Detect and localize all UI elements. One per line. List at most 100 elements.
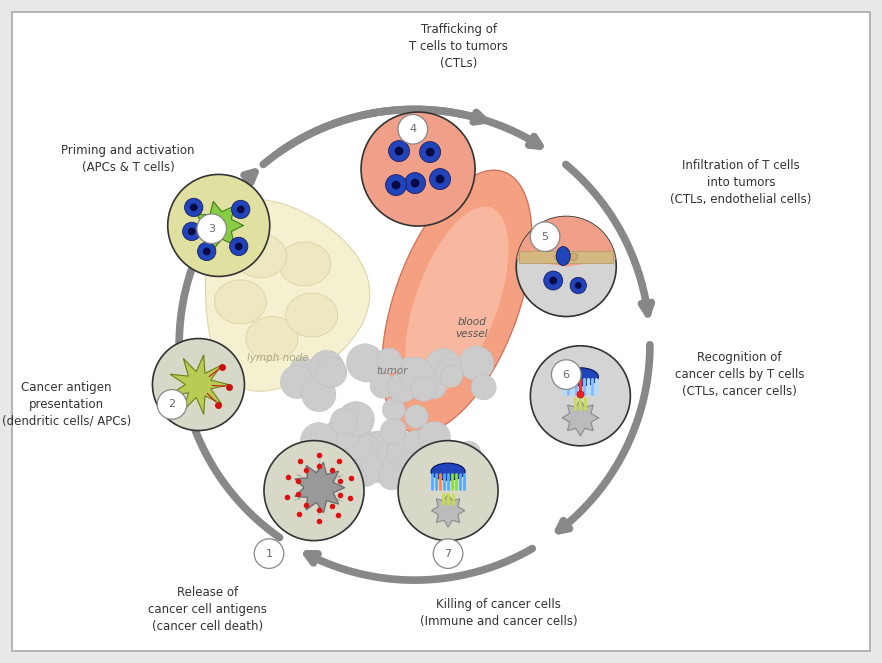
Polygon shape <box>197 202 243 249</box>
Circle shape <box>339 426 372 459</box>
Polygon shape <box>206 200 370 391</box>
Circle shape <box>338 454 370 487</box>
Circle shape <box>280 365 314 398</box>
Text: Infiltration of T cells
into tumors
(CTLs, endothelial cells): Infiltration of T cells into tumors (CTL… <box>670 159 811 206</box>
Circle shape <box>190 204 198 211</box>
Circle shape <box>398 452 422 476</box>
Circle shape <box>516 217 617 316</box>
Circle shape <box>398 115 428 144</box>
Circle shape <box>430 168 451 190</box>
Text: 5: 5 <box>542 231 549 242</box>
Circle shape <box>440 365 462 387</box>
Circle shape <box>311 372 334 395</box>
Text: tumor: tumor <box>377 366 408 377</box>
Circle shape <box>457 441 481 465</box>
Polygon shape <box>170 355 228 414</box>
Polygon shape <box>563 400 598 436</box>
Circle shape <box>530 346 631 446</box>
Circle shape <box>340 402 374 436</box>
Circle shape <box>183 222 201 241</box>
Circle shape <box>347 451 382 487</box>
Ellipse shape <box>557 247 571 265</box>
Circle shape <box>352 432 387 467</box>
Ellipse shape <box>563 368 598 386</box>
Circle shape <box>309 433 337 461</box>
Circle shape <box>302 377 336 412</box>
Ellipse shape <box>286 293 338 337</box>
Polygon shape <box>295 463 345 512</box>
Circle shape <box>235 243 243 251</box>
Circle shape <box>389 141 409 162</box>
Circle shape <box>411 376 437 402</box>
Ellipse shape <box>214 280 266 324</box>
Circle shape <box>378 463 405 490</box>
Circle shape <box>157 390 187 419</box>
Circle shape <box>254 539 284 568</box>
Polygon shape <box>382 170 532 433</box>
Circle shape <box>575 282 582 289</box>
Ellipse shape <box>569 253 578 261</box>
FancyBboxPatch shape <box>12 12 870 651</box>
Circle shape <box>168 174 270 276</box>
Circle shape <box>418 422 451 453</box>
Circle shape <box>442 444 467 469</box>
Circle shape <box>184 198 203 217</box>
Circle shape <box>383 398 405 421</box>
Circle shape <box>549 276 557 284</box>
Circle shape <box>338 402 374 438</box>
Text: lymph node: lymph node <box>247 353 309 363</box>
Circle shape <box>188 227 196 235</box>
Circle shape <box>237 206 244 213</box>
Text: Release of
cancer cell antigens
(cancer cell death): Release of cancer cell antigens (cancer … <box>148 587 266 633</box>
Ellipse shape <box>279 242 331 286</box>
Circle shape <box>392 180 400 190</box>
Text: 3: 3 <box>208 223 215 234</box>
Circle shape <box>543 271 563 290</box>
Circle shape <box>319 464 347 491</box>
Polygon shape <box>431 494 465 527</box>
Text: Priming and activation
(APCs & T cells): Priming and activation (APCs & T cells) <box>61 144 195 174</box>
Circle shape <box>289 357 316 383</box>
Ellipse shape <box>235 234 287 278</box>
Circle shape <box>380 418 406 444</box>
Circle shape <box>316 430 346 461</box>
Circle shape <box>232 200 250 219</box>
Text: 2: 2 <box>168 399 176 410</box>
Circle shape <box>426 148 435 156</box>
Circle shape <box>264 441 364 540</box>
Text: Cancer antigen
presentation
(dendritic cells/ APCs): Cancer antigen presentation (dendritic c… <box>2 381 131 428</box>
Circle shape <box>530 222 560 251</box>
Circle shape <box>326 460 353 487</box>
Circle shape <box>412 461 449 499</box>
Circle shape <box>402 358 432 388</box>
Polygon shape <box>406 208 508 396</box>
Wedge shape <box>517 217 616 267</box>
Circle shape <box>203 247 211 255</box>
Circle shape <box>405 172 426 194</box>
Ellipse shape <box>555 253 564 261</box>
Circle shape <box>403 430 426 453</box>
Circle shape <box>198 242 216 261</box>
Ellipse shape <box>431 463 465 480</box>
Circle shape <box>405 405 428 428</box>
Text: Killing of cancer cells
(Immune and cancer cells): Killing of cancer cells (Immune and canc… <box>420 598 577 629</box>
Text: Trafficking of
T cells to tumors
(CTLs): Trafficking of T cells to tumors (CTLs) <box>409 23 508 70</box>
Circle shape <box>400 450 423 473</box>
Circle shape <box>229 237 248 256</box>
Circle shape <box>381 442 419 479</box>
Circle shape <box>423 376 446 399</box>
Circle shape <box>459 346 494 381</box>
Circle shape <box>301 463 333 495</box>
Text: 4: 4 <box>409 124 416 135</box>
Circle shape <box>300 422 338 459</box>
Circle shape <box>348 433 379 463</box>
Circle shape <box>551 360 581 389</box>
Text: 1: 1 <box>265 548 273 559</box>
Circle shape <box>570 277 587 294</box>
Text: 6: 6 <box>563 369 570 380</box>
Bar <box>519 251 613 263</box>
Circle shape <box>436 358 463 385</box>
Circle shape <box>394 147 403 156</box>
Circle shape <box>376 348 402 374</box>
Text: 7: 7 <box>445 548 452 559</box>
